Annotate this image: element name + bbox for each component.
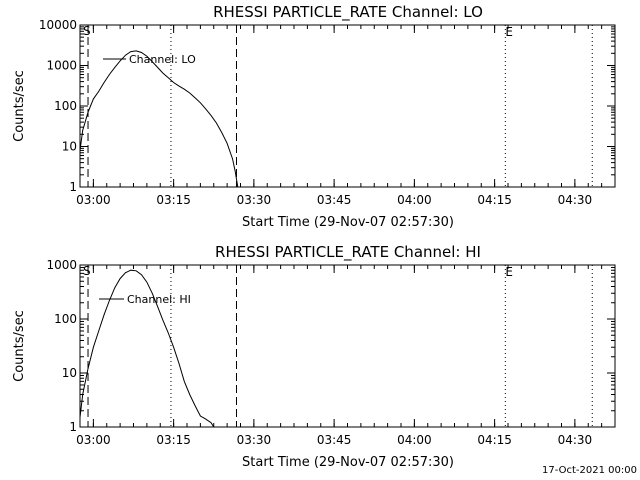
series-line	[79, 269, 217, 428]
footer-date: 17-Oct-2021 00:00	[542, 465, 637, 476]
e-flag-label: E	[505, 25, 513, 39]
x-tick-label: 04:30	[558, 433, 593, 447]
y-tick: 10000	[39, 18, 615, 32]
x-tick-label: 03:30	[237, 193, 272, 207]
x-axis-label: Start Time (29-Nov-07 02:57:30)	[242, 455, 454, 470]
s-flag-label: S	[83, 264, 91, 278]
plot-hi-channel: RHESSI PARTICLE_RATE Channel: HI Counts/…	[12, 243, 616, 470]
y-tick: 1000	[46, 59, 615, 73]
y-tick-label: 1000	[46, 59, 77, 73]
y-tick: 1000	[46, 258, 615, 272]
x-tick-label: 03:00	[76, 433, 111, 447]
legend: Channel: LO	[103, 53, 196, 66]
y-tick-label: 10	[62, 366, 77, 380]
x-axis-label: Start Time (29-Nov-07 02:57:30)	[242, 215, 454, 230]
y-tick: 1	[69, 180, 615, 194]
plot-marks: 03:00 03:15 03:30 03:45 04:00 04:15 04:30 1 10 10…	[39, 18, 616, 207]
plot-marks: 03:00 03:15 03:30 03:45 04:00 04:15 04:30 1 10 10…	[46, 258, 616, 447]
y-tick-label: 1	[69, 180, 77, 194]
x-tick-label: 04:30	[558, 193, 593, 207]
series-line	[79, 50, 239, 188]
plot-title: RHESSI PARTICLE_RATE Channel: LO	[213, 3, 483, 22]
x-tick-label: 03:45	[317, 193, 352, 207]
plot-title: RHESSI PARTICLE_RATE Channel: HI	[215, 243, 481, 262]
y-tick: 100	[54, 312, 615, 326]
e-flag-label: E	[505, 265, 513, 279]
y-tick-label: 1	[69, 420, 77, 434]
x-tick-label: 03:15	[156, 193, 191, 207]
x-tick-label: 04:15	[477, 193, 512, 207]
x-tick-label: 04:15	[477, 433, 512, 447]
y-axis-label: Counts/sec	[12, 310, 27, 382]
y-tick-label: 100	[54, 312, 77, 326]
x-tick-label: 03:00	[76, 193, 111, 207]
x-tick-label: 03:15	[156, 433, 191, 447]
y-tick-label: 1000	[46, 258, 77, 272]
legend-label: Channel: HI	[127, 293, 191, 306]
plot-lo-channel: RHESSI PARTICLE_RATE Channel: LO Counts/…	[12, 3, 616, 230]
x-tick-label: 03:30	[237, 433, 272, 447]
y-tick-label: 10000	[39, 18, 77, 32]
x-tick-label: 03:45	[317, 433, 352, 447]
x-tick-label: 04:00	[397, 433, 432, 447]
legend-label: Channel: LO	[129, 53, 196, 66]
y-axis-label: Counts/sec	[12, 70, 27, 142]
y-tick: 1	[69, 420, 615, 434]
y-tick: 100	[54, 99, 615, 113]
y-tick: 10	[62, 140, 615, 154]
x-tick-label: 04:00	[397, 193, 432, 207]
s-flag-label: S	[83, 24, 91, 38]
y-tick-label: 100	[54, 99, 77, 113]
y-tick-label: 10	[62, 140, 77, 154]
legend: Channel: HI	[99, 293, 191, 306]
